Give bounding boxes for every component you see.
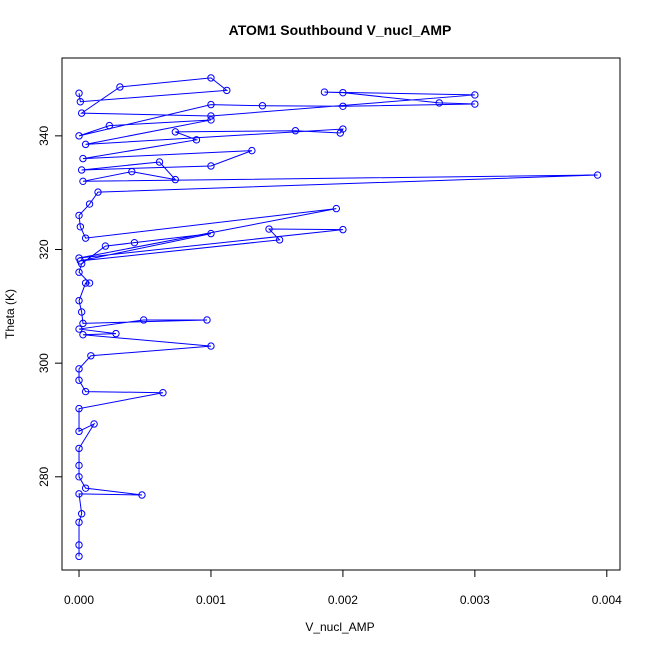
data-point [75,211,83,220]
data-point [75,132,83,140]
data-point [192,136,201,144]
data-point [159,389,167,397]
data-point [101,242,110,250]
data-point [75,444,83,453]
x-tick-label: 0.002 [328,593,358,607]
data-point [130,238,139,247]
data-point [76,223,85,231]
data-point [81,279,90,287]
data-point [77,308,86,316]
data-point [79,177,87,186]
data-point [207,112,215,120]
data-point [75,518,83,526]
y-tick-label: 280 [37,466,51,486]
data-point [207,116,215,124]
data-point [248,146,256,155]
data-point [81,234,90,242]
data-point [79,319,87,328]
data-point [77,109,86,117]
data-point [75,461,83,470]
data-point [207,74,215,82]
x-tick-label: 0.003 [460,593,490,607]
data-point [258,102,267,110]
data-point [223,86,231,95]
x-tick-label: 0.000 [64,593,94,607]
data-point [90,420,98,428]
data-point [79,154,87,163]
data-point [75,254,83,262]
y-tick-label: 320 [37,239,51,259]
data-point [435,99,443,107]
data-point [128,167,136,176]
data-point [75,376,83,384]
x-tick-label: 0.004 [592,593,622,607]
data-point [265,225,273,233]
data-point [207,229,215,238]
data-point [81,140,90,149]
data-point [75,296,83,305]
data-point [207,342,215,350]
data-point [75,541,83,549]
data-point [339,125,347,133]
data-point [77,166,86,174]
y-tick-label: 300 [37,353,51,373]
data-point [138,491,146,499]
y-tick-label: 340 [37,126,51,146]
data-point [105,121,114,130]
data-point [207,162,215,170]
data-point [339,225,347,234]
y-axis-label: Theta (K) [3,289,17,339]
data-point [75,404,83,413]
data-point [94,188,102,196]
data-point [76,98,85,106]
chart-title: ATOM1 Southbound V_nucl_AMP [229,22,452,38]
data-point [339,102,347,111]
data-point [75,490,83,498]
data-point [81,484,90,492]
data-point [139,316,148,324]
data-point [332,204,341,213]
data-point [77,510,86,518]
data-point [79,331,87,339]
data-point [207,100,215,109]
x-axis-label: V_nucl_AMP [305,620,374,634]
data-point [320,88,329,96]
data-point [75,268,83,276]
data-point [593,171,602,179]
data-point [75,427,83,436]
data-point [339,88,347,97]
data-point [471,91,479,99]
data-point [85,279,94,287]
data-point [471,100,479,108]
data-point [155,158,164,166]
data-point [75,365,83,373]
data-point [75,552,83,561]
data-point [75,325,83,333]
data-point [116,83,124,91]
data-point [275,236,284,244]
data-point [203,316,211,324]
x-tick-label: 0.001 [196,593,226,607]
data-point [75,89,83,97]
data-point [75,473,83,481]
data-point [171,128,180,136]
data-point [81,387,90,396]
data-point [85,200,94,208]
data-point [87,352,95,360]
data-point [112,329,120,338]
data-point [291,127,300,135]
data-point [171,175,180,184]
